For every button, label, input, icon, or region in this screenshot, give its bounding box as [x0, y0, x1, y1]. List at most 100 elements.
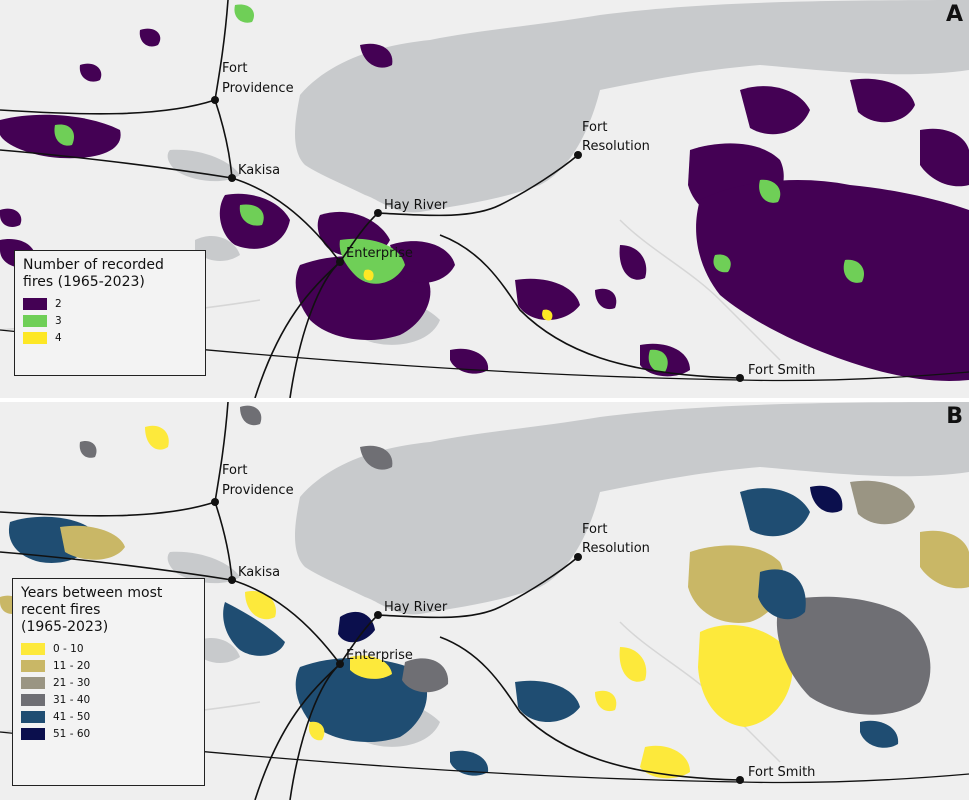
fire-area: [758, 569, 806, 620]
town-marker: [211, 498, 219, 506]
legend-item: 51 - 60: [21, 725, 196, 742]
fire-area: [223, 602, 285, 656]
legend-swatch: [21, 676, 45, 689]
fire-area: [338, 611, 375, 643]
fire-area: [740, 488, 810, 537]
fire-area: [595, 690, 617, 712]
highway-1: [0, 501, 216, 517]
town-label: Hay River: [384, 600, 448, 615]
legend-label: 2: [55, 297, 62, 310]
fire-area: [145, 425, 169, 450]
legend-label: 0 - 10: [53, 642, 84, 655]
legend-title: Number of recorded fires (1965-2023): [23, 257, 164, 290]
town-marker: [336, 660, 344, 668]
highway-1-south: [254, 663, 341, 800]
lake-island: [780, 8, 850, 36]
roads: [0, 402, 969, 800]
fire-areas-a: [0, 4, 969, 381]
fire-area: [640, 745, 690, 779]
legend-label: 3: [55, 314, 62, 327]
legend-label: 21 - 30: [53, 676, 91, 689]
town-label: Resolution: [582, 541, 650, 556]
kakisa-lake: [167, 149, 240, 182]
small-lake-1: [195, 235, 240, 262]
highway-2: [339, 212, 379, 263]
map-canvas-b: Fort Providence Fort Resolution Kakisa H…: [0, 402, 969, 800]
map-panel-b: Fort Providence Fort Resolution Kakisa H…: [0, 402, 969, 800]
fire-area: [740, 86, 810, 135]
town-marker: [374, 611, 382, 619]
legend-swatch: [21, 693, 45, 706]
fire-area: [688, 545, 784, 623]
fire-area: [619, 647, 647, 682]
town-label: Hay River: [384, 198, 448, 213]
fire-area: [240, 405, 262, 426]
town-label: Fort: [222, 463, 247, 478]
legend-swatch: [21, 710, 45, 723]
legend: Years between most recent fires (1965-20…: [12, 578, 205, 786]
highway-3: [214, 501, 233, 581]
town-marker: [736, 776, 744, 784]
legend-item: 0 - 10: [21, 640, 196, 657]
highway-3-north: [214, 402, 229, 503]
fire-area: [79, 441, 97, 458]
fire-area: [350, 655, 392, 679]
fire-area: [0, 208, 22, 227]
lake-island: [780, 410, 850, 438]
town-marker: [336, 258, 344, 266]
fire-area: [810, 485, 843, 513]
legend-label: 11 - 20: [53, 659, 91, 672]
fire-area: [390, 241, 455, 283]
fire-areas-b: [0, 405, 969, 779]
town-label: Providence: [222, 81, 294, 96]
legend-swatch: [21, 642, 45, 655]
fire-area: [450, 348, 489, 374]
highway-3: [214, 99, 233, 179]
town-label: Enterprise: [346, 246, 413, 261]
fire-area-3: [234, 4, 255, 23]
legend-item: 41 - 50: [21, 708, 196, 725]
panel-label: A: [945, 2, 963, 27]
highway-1-east: [231, 177, 341, 263]
fire-area-4: [363, 269, 374, 281]
highway-3-north: [214, 0, 229, 101]
legend-item: 31 - 40: [21, 691, 196, 708]
town-label: Fort: [582, 522, 607, 537]
fire-area: [295, 255, 431, 340]
town-label: Enterprise: [346, 648, 413, 663]
highway-1-west: [0, 149, 233, 179]
fire-area: [595, 288, 617, 310]
town-label: Fort Smith: [748, 765, 815, 780]
town-marker: [574, 151, 582, 159]
fire-area-3: [759, 179, 781, 203]
fire-area-3: [843, 259, 865, 283]
map-panel-a: Fort Providence Fort Resolution Kakisa H…: [0, 0, 969, 398]
panel-label: B: [946, 404, 963, 429]
legend-item: 3: [23, 312, 197, 329]
fire-area: [850, 480, 915, 525]
fire-area-4: [542, 309, 553, 321]
small-lake-1: [195, 637, 240, 664]
fire-area-3: [648, 349, 668, 373]
town-label: Fort: [222, 61, 247, 76]
river-2: [619, 219, 781, 361]
fire-area: [245, 591, 276, 620]
fire-area: [308, 721, 325, 741]
town-marker: [736, 374, 744, 382]
highway-5-south: [439, 636, 741, 781]
fire-area: [60, 525, 125, 560]
road-southwest: [289, 663, 341, 800]
highway-5: [377, 556, 579, 619]
kakisa-lake: [167, 551, 240, 584]
legend-title: Years between most recent fires (1965-20…: [21, 585, 163, 635]
highway-5: [377, 154, 579, 217]
legend-swatch: [23, 331, 47, 344]
legend-item: 11 - 20: [21, 657, 196, 674]
legend-label: 4: [55, 331, 62, 344]
fire-area-3: [54, 124, 75, 146]
town-label: Providence: [222, 483, 294, 498]
town-marker: [374, 209, 382, 217]
town-label: Resolution: [582, 139, 650, 154]
panel-separator: [0, 398, 969, 402]
highway-1-west: [0, 551, 233, 581]
